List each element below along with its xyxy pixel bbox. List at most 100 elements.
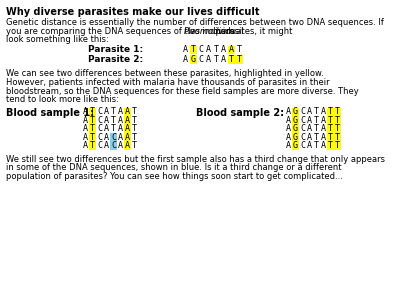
Bar: [228, 46, 235, 54]
Text: in some of the DNA sequences, shown in blue. Is it a third change or a different: in some of the DNA sequences, shown in b…: [6, 164, 342, 172]
Text: tend to look more like this:: tend to look more like this:: [6, 95, 119, 104]
Text: G: G: [293, 141, 298, 150]
Text: T: T: [111, 107, 116, 116]
Text: A: A: [286, 141, 291, 150]
Bar: [110, 133, 117, 141]
Text: A: A: [104, 107, 109, 116]
Text: A: A: [125, 133, 130, 142]
Text: T: T: [335, 124, 340, 133]
Text: A: A: [307, 124, 312, 133]
Text: A: A: [125, 124, 130, 133]
Text: T: T: [314, 133, 319, 142]
Text: Blood sample 1:: Blood sample 1:: [6, 107, 94, 117]
Text: T: T: [314, 124, 319, 133]
Text: Why diverse parasites make our lives difficult: Why diverse parasites make our lives dif…: [6, 7, 260, 17]
Bar: [89, 133, 96, 141]
Text: Blood sample 2:: Blood sample 2:: [196, 107, 284, 117]
Bar: [334, 116, 341, 124]
Text: C: C: [198, 45, 204, 54]
Text: We can see two differences between these parasites, highlighted in yellow.: We can see two differences between these…: [6, 70, 324, 79]
Text: A: A: [125, 116, 130, 125]
Bar: [292, 133, 299, 141]
Bar: [327, 124, 334, 133]
Text: T: T: [111, 116, 116, 125]
Text: T: T: [90, 133, 95, 142]
Bar: [334, 107, 341, 116]
Text: A: A: [321, 124, 326, 133]
Text: T: T: [90, 141, 95, 150]
Bar: [190, 55, 197, 63]
Bar: [334, 124, 341, 133]
Text: G: G: [293, 124, 298, 133]
Text: G: G: [293, 116, 298, 125]
Text: A: A: [286, 133, 291, 142]
Bar: [327, 107, 334, 116]
Text: Plasmodium: Plasmodium: [184, 26, 236, 35]
Bar: [235, 55, 242, 63]
Text: A: A: [183, 45, 188, 54]
Text: T: T: [132, 141, 137, 150]
Text: A: A: [83, 124, 88, 133]
Text: T: T: [328, 133, 333, 142]
Bar: [334, 133, 341, 141]
Bar: [89, 107, 96, 116]
Text: C: C: [300, 116, 305, 125]
Text: T: T: [335, 107, 340, 116]
Text: A: A: [83, 116, 88, 125]
Text: T: T: [229, 55, 234, 64]
Text: G: G: [293, 107, 298, 116]
Text: A: A: [125, 141, 130, 150]
Text: C: C: [300, 141, 305, 150]
Text: C: C: [300, 124, 305, 133]
Text: T: T: [335, 133, 340, 142]
Text: T: T: [236, 45, 242, 54]
Text: T: T: [132, 116, 137, 125]
Bar: [292, 124, 299, 133]
Text: T: T: [90, 124, 95, 133]
Text: A: A: [307, 133, 312, 142]
Text: T: T: [111, 124, 116, 133]
Text: T: T: [90, 107, 95, 116]
Text: A: A: [307, 107, 312, 116]
Text: T: T: [191, 45, 196, 54]
Text: A: A: [321, 107, 326, 116]
Text: A: A: [118, 133, 123, 142]
Bar: [292, 107, 299, 116]
Text: A: A: [183, 55, 188, 64]
Bar: [327, 141, 334, 150]
Text: T: T: [236, 55, 242, 64]
Bar: [89, 116, 96, 124]
Text: A: A: [118, 124, 123, 133]
Bar: [124, 141, 131, 150]
Text: A: A: [321, 116, 326, 125]
Text: T: T: [132, 124, 137, 133]
Bar: [110, 141, 117, 150]
Text: A: A: [104, 116, 109, 125]
Text: Parasite 2:: Parasite 2:: [88, 55, 143, 64]
Text: C: C: [97, 141, 102, 150]
Text: T: T: [335, 116, 340, 125]
Text: C: C: [97, 116, 102, 125]
Text: T: T: [314, 107, 319, 116]
Text: T: T: [214, 55, 219, 64]
Text: T: T: [214, 45, 219, 54]
Text: A: A: [104, 141, 109, 150]
Text: A: A: [229, 45, 234, 54]
Text: C: C: [97, 107, 102, 116]
Text: A: A: [286, 116, 291, 125]
Text: T: T: [314, 141, 319, 150]
Text: A: A: [221, 45, 226, 54]
Text: A: A: [118, 141, 123, 150]
Bar: [89, 124, 96, 133]
Text: A: A: [118, 107, 123, 116]
Text: A: A: [104, 124, 109, 133]
Text: C: C: [198, 55, 204, 64]
Text: T: T: [328, 124, 333, 133]
Text: T: T: [328, 141, 333, 150]
Text: C: C: [111, 133, 116, 142]
Text: A: A: [286, 107, 291, 116]
Text: G: G: [191, 55, 196, 64]
Text: A: A: [206, 45, 211, 54]
Text: C: C: [111, 141, 116, 150]
Text: look something like this:: look something like this:: [6, 35, 109, 44]
